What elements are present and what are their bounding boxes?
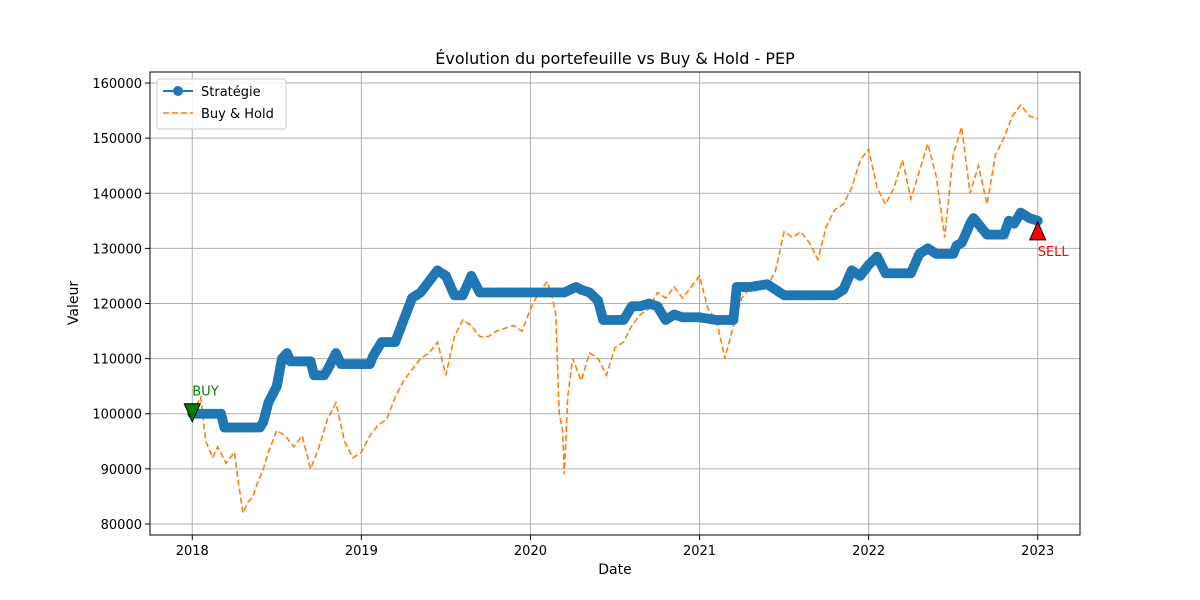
- buy-marker: [183, 403, 202, 423]
- grid: [150, 72, 1080, 535]
- x-axis-title: Date: [598, 562, 631, 578]
- y-tick-label: 80000: [101, 518, 142, 533]
- legend-strategie-marker: [173, 86, 183, 96]
- sell-marker: [1028, 220, 1047, 241]
- sell-label: SELL: [1038, 245, 1070, 260]
- trade-annotations: BUY SELL: [183, 220, 1070, 423]
- x-tick-label: 2020: [514, 544, 547, 559]
- x-tick-label: 2023: [1021, 544, 1054, 559]
- y-tick-label: 110000: [92, 353, 142, 368]
- y-tick-label: 100000: [92, 408, 142, 423]
- buy-label: BUY: [192, 385, 218, 400]
- x-tick-label: 2018: [176, 544, 209, 559]
- axis-ticks: 2018 2019 2020 2021 2022 2023 80000 90000 100000…: [92, 77, 1054, 559]
- x-tick-label: 2019: [345, 544, 378, 559]
- y-tick-label: 120000: [92, 298, 142, 313]
- legend-buyhold-label: Buy & Hold: [201, 107, 274, 122]
- chart-title: Évolution du portefeuille vs Buy & Hold …: [435, 49, 795, 68]
- legend-strategie-label: Stratégie: [201, 85, 261, 100]
- y-tick-label: 160000: [92, 77, 142, 92]
- y-tick-label: 90000: [101, 463, 142, 478]
- y-tick-label: 130000: [92, 242, 142, 257]
- y-axis-title: Valeur: [66, 281, 82, 325]
- legend: Stratégie Buy & Hold: [156, 78, 287, 130]
- y-tick-label: 150000: [92, 132, 142, 147]
- x-tick-label: 2022: [852, 544, 885, 559]
- y-tick-label: 140000: [92, 187, 142, 202]
- x-tick-label: 2021: [683, 544, 716, 559]
